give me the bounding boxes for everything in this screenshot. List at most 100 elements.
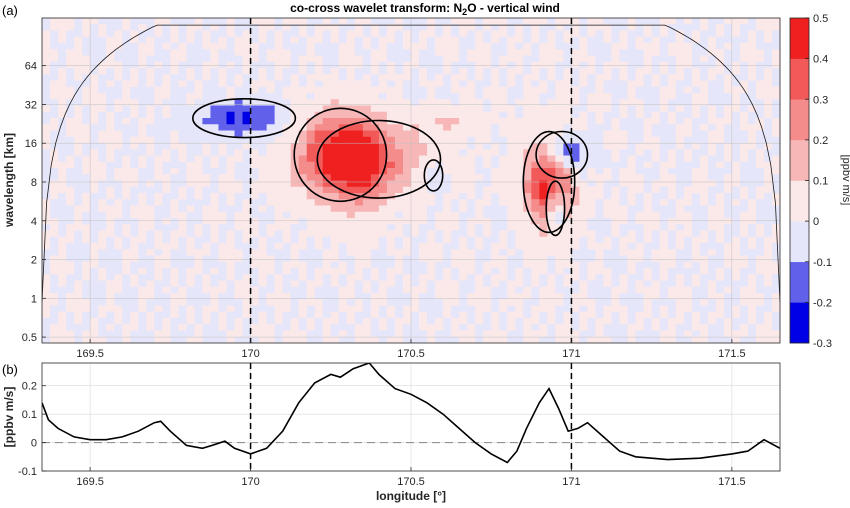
heatmap-cell	[82, 93, 91, 100]
colorbar-tick-label: 0.5	[813, 13, 828, 25]
heatmap-cell	[250, 124, 259, 131]
heatmap-cell	[210, 111, 219, 119]
heatmap-cell	[491, 124, 500, 131]
heatmap-cell	[114, 199, 123, 206]
heatmap-cell	[611, 218, 620, 225]
heatmap-cell	[66, 261, 75, 269]
heatmap-cell	[234, 149, 243, 156]
heatmap-cell	[82, 43, 91, 50]
heatmap-cell	[739, 118, 749, 125]
heatmap-cell	[523, 274, 532, 281]
heatmap-cell	[226, 111, 235, 119]
heatmap-cell	[771, 36, 780, 44]
heatmap-cell	[731, 286, 741, 294]
heatmap-cell	[635, 311, 645, 319]
heatmap-cell	[715, 249, 725, 256]
heatmap-cell	[755, 124, 765, 131]
heatmap-cell	[699, 324, 709, 331]
heatmap-cell	[595, 36, 604, 44]
heatmap-cell	[202, 293, 211, 300]
heatmap-cell	[643, 86, 653, 94]
heatmap-cell	[731, 49, 741, 56]
heatmap-cell	[314, 36, 324, 44]
heatmap-cell	[411, 86, 420, 94]
heatmap-cell	[274, 43, 284, 50]
heatmap-cell	[58, 43, 67, 50]
heatmap-cell	[723, 249, 733, 256]
heatmap-cell	[346, 224, 356, 231]
heatmap-cell	[771, 180, 780, 188]
heatmap-cell	[138, 74, 147, 81]
heatmap-cell	[66, 211, 75, 219]
heatmap-cell	[234, 99, 243, 106]
heatmap-cell	[154, 99, 163, 106]
colorbar-tick-label: 0.4	[813, 54, 828, 66]
heatmap-cell	[419, 280, 428, 288]
heatmap-cell	[739, 43, 749, 50]
heatmap-cell	[555, 274, 564, 281]
heatmap-cell	[539, 180, 548, 188]
heatmap-cell	[386, 249, 396, 256]
heatmap-cell	[58, 18, 67, 25]
heatmap-cell	[202, 43, 211, 50]
heatmap-cell	[483, 211, 492, 219]
heatmap-cell	[106, 249, 115, 256]
heatmap-cell	[298, 255, 308, 263]
heatmap-cell	[130, 180, 139, 188]
heatmap-cell	[499, 55, 508, 63]
heatmap-cell	[162, 293, 171, 300]
heatmap-cell	[234, 36, 243, 44]
heatmap-cell	[394, 199, 404, 206]
heatmap-cell	[314, 286, 324, 294]
heatmap-cell	[266, 286, 276, 294]
heatmap-cell	[603, 80, 612, 88]
heatmap-cell	[459, 286, 468, 294]
heatmap-cell	[122, 61, 131, 69]
heatmap-cell	[378, 336, 388, 343]
heatmap-cell	[282, 311, 292, 319]
heatmap-cell	[98, 268, 107, 275]
heatmap-cell	[763, 55, 773, 63]
heatmap-cell	[66, 86, 75, 94]
heatmap-cell	[218, 230, 227, 238]
heatmap-cell	[114, 193, 123, 200]
heatmap-cell	[122, 293, 131, 300]
heatmap-cell	[258, 36, 268, 44]
heatmap-cell	[282, 118, 292, 125]
heatmap-cell	[523, 318, 532, 325]
heatmap-cell	[563, 86, 572, 94]
heatmap-cell	[571, 330, 580, 338]
heatmap-cell	[635, 111, 645, 119]
heatmap-cell	[675, 99, 685, 106]
heatmap-cell	[579, 205, 588, 213]
heatmap-cell	[667, 305, 677, 313]
x-tick-label: 171	[562, 348, 580, 360]
heatmap-cell	[170, 224, 179, 231]
heatmap-cell	[202, 249, 211, 256]
heatmap-cell	[603, 305, 612, 313]
heatmap-cell	[250, 318, 259, 325]
heatmap-cell	[202, 124, 211, 131]
heatmap-cell	[611, 186, 620, 194]
heatmap-cell	[747, 224, 757, 231]
heatmap-cell	[771, 111, 780, 119]
heatmap-cell	[258, 180, 268, 188]
heatmap-cell	[74, 255, 83, 263]
heatmap-cell	[394, 86, 404, 94]
heatmap-cell	[386, 24, 396, 31]
heatmap-cell	[178, 261, 187, 269]
heatmap-cell	[707, 299, 717, 306]
heatmap-cell	[443, 286, 452, 294]
heatmap-cell	[114, 218, 123, 225]
heatmap-cell	[771, 174, 780, 181]
heatmap-cell	[50, 36, 59, 44]
heatmap-cell	[90, 149, 99, 156]
heatmap-cell	[459, 143, 468, 150]
heatmap-cell	[130, 161, 139, 169]
heatmap-cell	[122, 155, 131, 163]
heatmap-cell	[699, 211, 709, 219]
heatmap-cell	[451, 205, 460, 213]
heatmap-cell	[234, 111, 243, 119]
heatmap-cell	[659, 286, 669, 294]
heatmap-cell	[378, 99, 388, 106]
